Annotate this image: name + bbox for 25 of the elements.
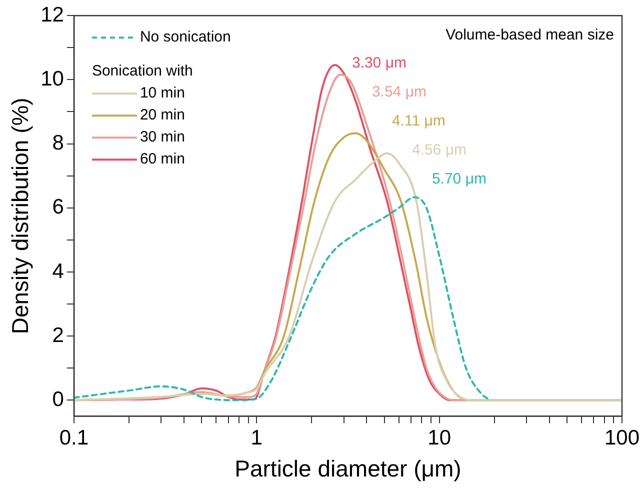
x-axis-title: Particle diameter (μm) (234, 456, 462, 482)
y-axis-title: Density distribution (%) (7, 98, 34, 334)
y-tick-label: 4 (52, 260, 64, 283)
annotation: 3.54 μm (372, 84, 426, 101)
legend-label: 60 min (140, 150, 185, 168)
y-tick-label: 12 (40, 3, 64, 26)
x-tick-label: 1 (250, 426, 262, 450)
y-tick-label: 8 (52, 132, 64, 155)
y-tick-label: 10 (40, 67, 64, 90)
x-tick-label: 0.1 (59, 426, 89, 450)
legend-title: Sonication with (92, 62, 193, 80)
annotation: 4.56 μm (412, 142, 466, 159)
annotation: Volume-based mean size (446, 26, 614, 44)
y-tick-label: 6 (52, 196, 64, 219)
legend-label: 30 min (140, 128, 185, 146)
annotation: 3.30 μm (352, 54, 406, 72)
x-tick-label: 100 (604, 426, 640, 450)
y-tick-label: 2 (52, 324, 64, 347)
annotation: 4.11 μm (392, 112, 446, 130)
legend-label: 10 min (140, 84, 185, 102)
legend-label: 20 min (140, 106, 185, 124)
x-tick-label: 10 (428, 426, 451, 450)
legend-label: No sonication (140, 28, 231, 46)
annotation: 5.70 μm (432, 170, 486, 188)
y-tick-label: 0 (52, 388, 64, 411)
